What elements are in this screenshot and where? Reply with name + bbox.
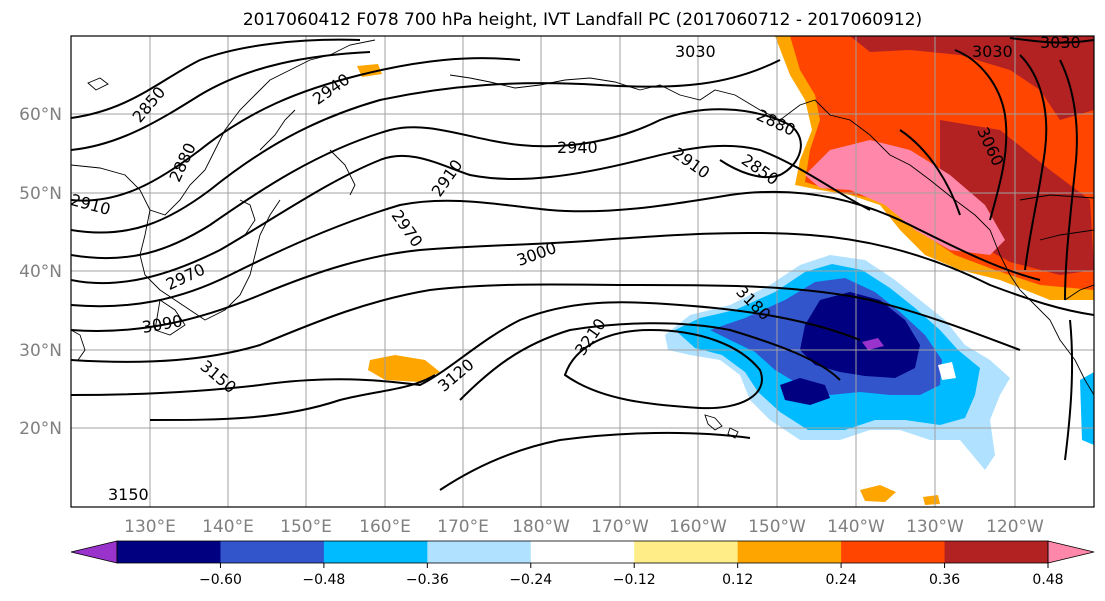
colorbar-tick-label: −0.48 xyxy=(302,572,345,588)
contour-label: 3030 xyxy=(972,42,1013,61)
colorbar-segment xyxy=(841,541,946,563)
contour-label: 3030 xyxy=(1040,33,1081,52)
colorbar-tick-label: 0.12 xyxy=(722,572,753,588)
colorbar-frame xyxy=(116,540,1049,564)
lon-label: 170°W xyxy=(591,517,649,537)
lon-label: 140°E xyxy=(202,517,254,537)
longitude-labels: 130°E 140°E 150°E 160°E 170°E 180°W 170°… xyxy=(124,517,1044,537)
lat-label: 50°N xyxy=(19,184,62,204)
colorbar-tick-label: 0.48 xyxy=(1032,572,1063,588)
colorbar-extend-low xyxy=(70,540,118,564)
graticule xyxy=(71,36,1094,507)
colorbar-segment xyxy=(427,541,532,563)
map-frame xyxy=(70,35,1095,508)
colorbar-segment xyxy=(117,541,221,563)
negative-ivt-shading xyxy=(665,255,1094,470)
height-contours xyxy=(71,37,1094,491)
colorbar-tick-label: −0.24 xyxy=(509,572,552,588)
colorbar-tick-label: −0.36 xyxy=(406,572,449,588)
colorbar-extend-high xyxy=(1047,540,1095,564)
colorbar xyxy=(70,540,1095,564)
lon-label: 160°E xyxy=(359,517,411,537)
colorbar-tick-label: −0.60 xyxy=(199,572,242,588)
colorbar-segment xyxy=(737,541,842,563)
lon-label: 120°W xyxy=(986,517,1044,537)
colorbar-segment xyxy=(944,541,1049,563)
lon-label: 170°E xyxy=(437,517,489,537)
lon-label: 130°E xyxy=(124,517,176,537)
colorbar-segment xyxy=(634,541,739,563)
lat-label: 30°N xyxy=(19,341,62,361)
lon-label: 160°W xyxy=(669,517,727,537)
colorbar-tick-label: 0.24 xyxy=(826,572,857,588)
colorbar-segment xyxy=(323,541,428,563)
contour-label: 3150 xyxy=(108,485,149,504)
colorbar-tick-label: 0.36 xyxy=(929,572,960,588)
lon-label: 140°W xyxy=(827,517,885,537)
contour-label: 2940 xyxy=(557,138,598,157)
colorbar-segment xyxy=(530,541,635,563)
lon-label: 150°E xyxy=(280,517,332,537)
lon-label: 130°W xyxy=(906,517,964,537)
map-title: 2017060412 F078 700 hPa height, IVT Land… xyxy=(242,10,923,30)
lat-label: 60°N xyxy=(19,105,62,125)
lat-label: 20°N xyxy=(19,419,62,439)
lon-label: 150°W xyxy=(748,517,806,537)
contour-label: 3030 xyxy=(675,42,716,61)
lon-label: 180°W xyxy=(512,517,570,537)
coastlines xyxy=(71,39,1094,439)
lat-label: 40°N xyxy=(19,262,62,282)
latitude-labels: 60°N 50°N 40°N 30°N 20°N xyxy=(19,105,62,439)
colorbar-tick-label: −0.12 xyxy=(613,572,656,588)
colorbar-ticks: −0.60 −0.48 −0.36 −0.24 −0.12 0.12 0.24 0.36 0.4… xyxy=(199,563,1064,588)
colorbar-segment xyxy=(220,541,325,563)
